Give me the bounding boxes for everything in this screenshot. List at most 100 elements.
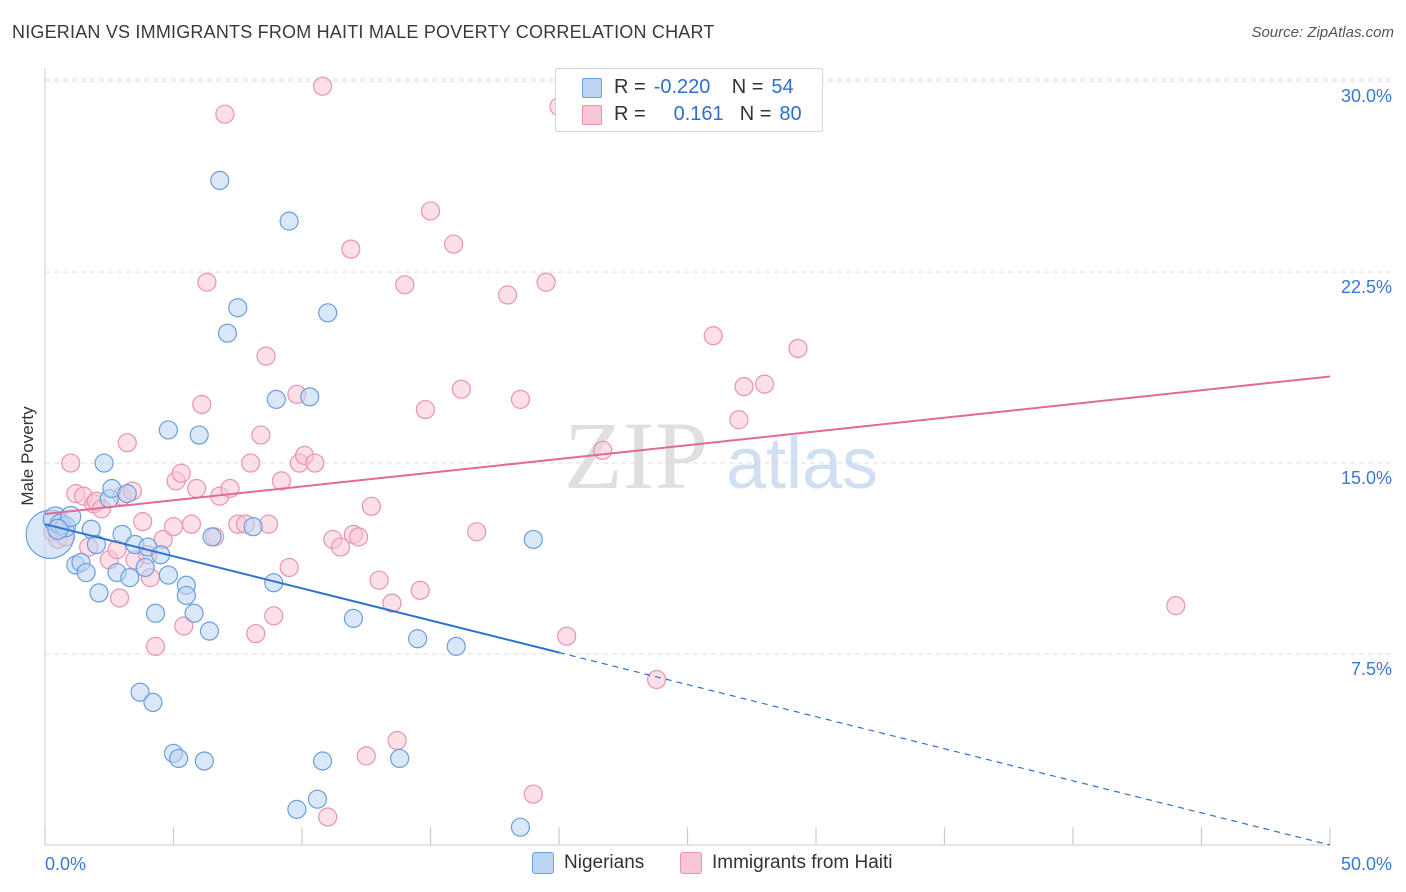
point-haiti	[467, 522, 487, 542]
trend-lines	[44, 375, 1331, 846]
point-haiti	[536, 272, 556, 292]
point-nigerians	[243, 517, 263, 537]
point-nigerians	[120, 568, 140, 588]
y-tick-label: 22.5%	[1341, 277, 1392, 297]
tick-labels: 7.5% 15.0% 22.5% 30.0% 0.0% 50.0%	[45, 86, 1392, 874]
point-haiti	[305, 453, 325, 473]
point-nigerians	[210, 170, 230, 191]
axes	[44, 68, 1331, 846]
trend-line-haiti	[44, 375, 1331, 515]
point-haiti	[734, 377, 754, 397]
legend-n-value: 80	[779, 102, 802, 125]
point-haiti	[192, 394, 212, 415]
legend-r-label: R =	[614, 75, 646, 98]
legend-swatch-haiti	[582, 105, 602, 125]
chart-title: NIGERIAN VS IMMIGRANTS FROM HAITI MALE P…	[12, 22, 715, 42]
point-haiti	[420, 201, 441, 221]
series-nigerians-points	[25, 170, 543, 837]
point-nigerians	[510, 817, 531, 837]
point-nigerians	[130, 682, 150, 702]
point-haiti	[197, 272, 217, 292]
y-tick-label: 30.0%	[1341, 86, 1392, 106]
point-haiti	[271, 471, 292, 491]
point-haiti	[647, 669, 667, 690]
point-nigerians	[446, 636, 466, 656]
legend-r-value: 0.161	[673, 102, 724, 125]
point-nigerians	[300, 387, 320, 407]
legend-item-nigerians[interactable]: Nigerians	[532, 852, 644, 874]
point-nigerians	[312, 751, 333, 771]
point-nigerians	[94, 453, 114, 473]
point-haiti	[703, 326, 723, 346]
legend-label-nigerians: Nigerians	[564, 852, 645, 873]
point-haiti	[788, 338, 808, 359]
y-tick-label: 15.0%	[1341, 468, 1392, 488]
point-nigerians	[228, 298, 248, 318]
legend-r-value: -0.220	[653, 75, 711, 98]
point-nigerians	[307, 789, 328, 809]
legend-item-haiti[interactable]: Immigrants from Haiti	[680, 852, 893, 874]
point-nigerians	[318, 303, 338, 323]
legend-label-haiti: Immigrants from Haiti	[712, 852, 893, 873]
point-haiti	[754, 374, 775, 394]
legend-swatch-nigerians	[532, 852, 554, 874]
legend-n-label: N =	[731, 75, 764, 98]
point-nigerians	[184, 603, 204, 623]
x-tick-label-min: 0.0%	[45, 854, 86, 874]
y-tick-label: 7.5%	[1351, 659, 1392, 679]
point-nigerians	[117, 484, 137, 504]
x-tick-label-max: 50.0%	[1341, 854, 1392, 874]
point-haiti	[361, 496, 381, 516]
point-haiti	[61, 453, 81, 473]
point-haiti	[171, 463, 191, 483]
legend-n-value: 54	[771, 75, 794, 98]
point-haiti	[387, 730, 407, 751]
point-nigerians	[76, 562, 96, 583]
correlation-legend: R = -0.220 N = 54 R = 0.161 N = 80	[555, 68, 823, 132]
point-haiti	[133, 512, 153, 532]
point-haiti	[415, 399, 435, 420]
point-haiti	[557, 626, 577, 646]
point-nigerians	[135, 557, 155, 578]
point-nigerians	[343, 608, 363, 628]
point-haiti	[1166, 596, 1186, 616]
watermark-atlas: atlas	[726, 424, 878, 504]
point-haiti	[593, 440, 613, 460]
point-haiti	[498, 285, 518, 305]
point-haiti	[181, 514, 202, 534]
point-haiti	[510, 389, 531, 409]
point-nigerians	[158, 420, 178, 440]
point-haiti	[523, 784, 543, 804]
point-haiti	[174, 616, 194, 636]
point-nigerians	[158, 565, 178, 585]
point-nigerians	[143, 692, 163, 713]
point-haiti	[444, 234, 464, 254]
legend-r-label: R =	[614, 102, 646, 125]
source-label: Source: ZipAtlas.com	[1251, 24, 1394, 41]
point-nigerians	[176, 585, 196, 606]
point-haiti	[410, 580, 430, 600]
point-nigerians	[523, 529, 543, 550]
point-haiti	[256, 346, 276, 366]
legend-n-label: N =	[739, 102, 772, 125]
point-haiti	[241, 453, 261, 473]
point-haiti	[341, 239, 361, 259]
point-haiti	[348, 527, 369, 547]
watermark: ZIP atlas	[564, 402, 878, 509]
point-haiti	[356, 746, 376, 766]
point-nigerians	[202, 527, 222, 547]
legend-row-haiti: R = 0.161 N = 80	[614, 101, 802, 127]
point-nigerians	[266, 389, 286, 409]
point-nigerians	[408, 629, 428, 649]
point-haiti	[312, 76, 333, 96]
trend-line-nigerians-extrapolated	[558, 651, 1331, 846]
point-haiti	[187, 478, 207, 499]
trend-line-nigerians	[44, 523, 560, 654]
point-haiti	[145, 636, 166, 656]
point-nigerians	[189, 425, 209, 445]
point-nigerians	[279, 211, 299, 231]
point-haiti	[215, 104, 235, 124]
point-nigerians	[86, 534, 107, 555]
series-legend: Nigerians Immigrants from Haiti	[0, 852, 1406, 876]
